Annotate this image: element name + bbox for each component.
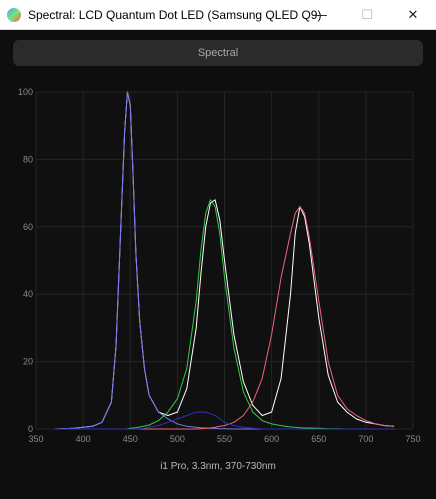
- x-tick-label: 500: [170, 434, 185, 444]
- minimize-button[interactable]: —: [314, 7, 328, 23]
- window-controls: — ☐ ✕: [298, 0, 436, 30]
- y-tick-label: 80: [23, 154, 33, 164]
- title-bar: Spectral: LCD Quantum Dot LED (Samsung Q…: [0, 0, 436, 30]
- spectral-mode-button[interactable]: Spectral: [13, 40, 423, 66]
- y-tick-label: 0: [28, 424, 33, 434]
- y-tick-label: 60: [23, 222, 33, 232]
- maximize-button[interactable]: ☐: [361, 7, 373, 23]
- x-tick-label: 650: [311, 434, 326, 444]
- instrument-caption: i1 Pro, 3.3nm, 370-730nm: [160, 461, 276, 472]
- x-tick-label: 400: [76, 434, 91, 444]
- series-line-4: [54, 411, 395, 430]
- app-icon: [7, 7, 21, 22]
- x-tick-label: 750: [405, 434, 420, 444]
- x-tick-label: 350: [28, 434, 43, 444]
- x-tick-label: 700: [358, 434, 373, 444]
- y-tick-label: 40: [23, 289, 33, 299]
- x-tick-label: 550: [217, 434, 232, 444]
- y-tick-label: 20: [23, 357, 33, 367]
- x-tick-label: 600: [264, 434, 279, 444]
- window-title: Spectral: LCD Quantum Dot LED (Samsung Q…: [28, 7, 322, 22]
- x-tick-label: 450: [123, 434, 138, 444]
- y-tick-label: 100: [18, 87, 33, 97]
- close-button[interactable]: ✕: [407, 7, 419, 23]
